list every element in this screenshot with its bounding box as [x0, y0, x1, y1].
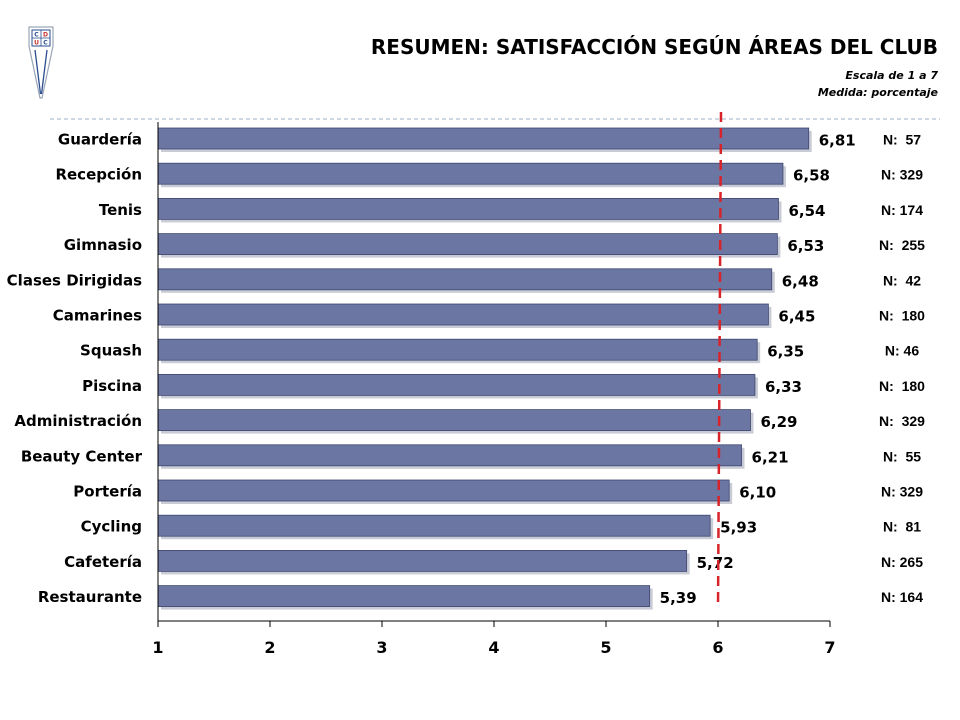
value-label: 6,35: [767, 343, 804, 361]
sample-size-label: N: 55: [883, 448, 921, 464]
bar: [157, 303, 769, 326]
bar: [157, 268, 773, 291]
category-label: Clases Dirigidas: [7, 271, 142, 289]
category-label: Administración: [14, 412, 142, 430]
sample-size-label: N: 57: [883, 132, 921, 148]
value-label: 6,58: [793, 167, 830, 185]
x-tick-label: 2: [264, 638, 275, 657]
sample-size-label: N: 255: [879, 237, 925, 253]
category-label: Cafetería: [64, 553, 142, 571]
bar: [157, 585, 651, 607]
category-label: Gimnasio: [64, 236, 142, 254]
bar: [157, 127, 810, 150]
bar: [157, 373, 756, 396]
sample-size-label: N: 265: [881, 554, 923, 570]
sample-size-label: N: 164: [881, 589, 923, 605]
category-label: Tenis: [99, 201, 142, 219]
bar: [157, 409, 751, 432]
sample-size-label: N: 42: [883, 272, 921, 288]
bar: [157, 338, 758, 361]
x-tick-label: 1: [152, 638, 163, 657]
category-label: Portería: [73, 483, 142, 501]
value-label: 5,72: [697, 554, 734, 572]
category-label: Beauty Center: [21, 447, 143, 465]
sample-size-label: N: 180: [879, 308, 925, 324]
sample-size-label: N: 46: [885, 343, 919, 359]
crest-letter: C: [34, 32, 39, 39]
bar: [157, 162, 784, 185]
x-tick-label: 4: [488, 638, 499, 657]
x-tick-label: 3: [376, 638, 387, 657]
club-crest-icon: C D U C: [28, 26, 54, 100]
bar: [157, 197, 779, 220]
value-label: 6,29: [760, 413, 797, 431]
x-tick-label: 6: [712, 638, 723, 657]
sample-size-label: N: 81: [883, 519, 921, 535]
x-tick-label: 5: [600, 638, 611, 657]
value-label: 6,33: [765, 378, 802, 396]
value-label: 6,10: [739, 484, 776, 502]
sample-size-label: N: 180: [879, 378, 925, 394]
bar: [157, 479, 730, 502]
category-label: Restaurante: [38, 588, 142, 606]
value-label: 6,48: [782, 272, 819, 290]
x-tick-label: 7: [824, 638, 835, 657]
value-label: 6,53: [787, 237, 824, 255]
bar: [157, 550, 688, 572]
bar: [157, 514, 711, 537]
crest-letter: U: [34, 40, 39, 47]
category-label: Squash: [80, 342, 142, 360]
bar: [157, 444, 742, 467]
sample-size-label: N: 329: [881, 484, 923, 500]
chart-title: RESUMEN: SATISFACCIÓN SEGÚN ÁREAS DEL CL…: [370, 35, 938, 59]
crest-letter: C: [43, 40, 48, 47]
bar: [157, 233, 778, 256]
category-label: Camarines: [53, 307, 142, 325]
category-label: Cycling: [81, 518, 142, 536]
value-label: 5,93: [720, 519, 757, 537]
value-label: 6,21: [752, 448, 789, 466]
value-label: 5,39: [660, 589, 697, 607]
category-label: Guardería: [58, 131, 142, 149]
value-label: 6,54: [788, 202, 825, 220]
measure-note: Medida: porcentaje: [817, 86, 938, 99]
scale-note: Escala de 1 a 7: [845, 69, 938, 82]
sample-size-label: N: 329: [881, 167, 923, 183]
category-label: Piscina: [82, 377, 142, 395]
value-label: 6,45: [778, 308, 815, 326]
sample-size-label: N: 174: [881, 202, 923, 218]
sample-size-label: N: 329: [879, 413, 925, 429]
crest-letter: D: [43, 32, 48, 39]
category-label: Recepción: [55, 166, 142, 184]
value-label: 6,81: [819, 132, 856, 150]
reference-line: [716, 111, 723, 609]
